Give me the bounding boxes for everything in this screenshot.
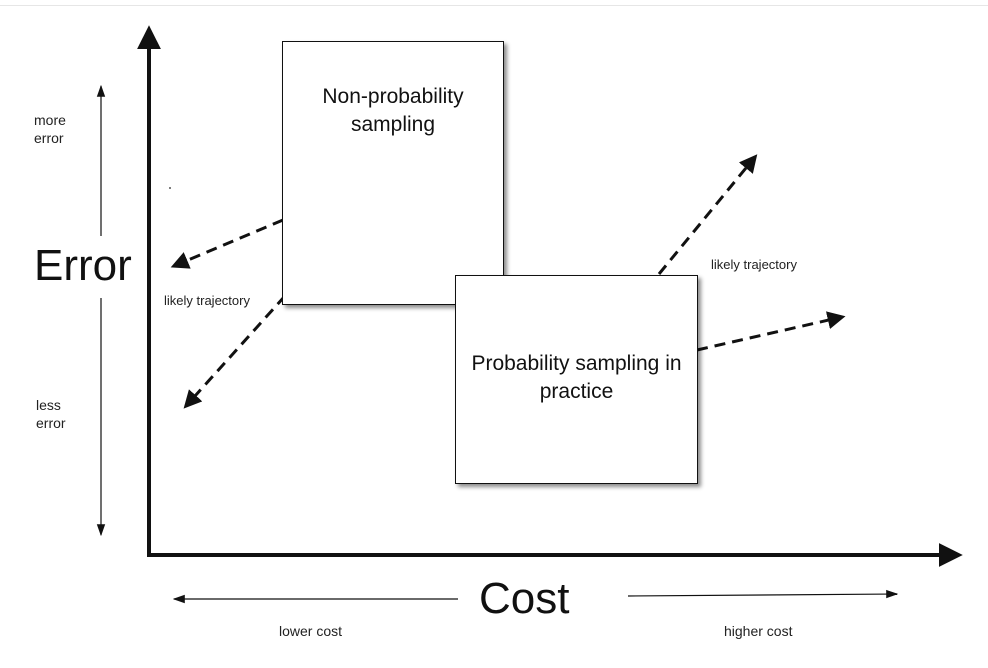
stray-dot bbox=[169, 187, 171, 189]
cost-axis-title: Cost bbox=[479, 574, 570, 623]
left-trajectory-label: likely trajectory bbox=[164, 293, 250, 308]
trajectory-arrow-up-right bbox=[657, 154, 758, 275]
non-probability-sampling-box: Non-probability sampling bbox=[282, 41, 504, 305]
less-error-label: less error bbox=[36, 397, 66, 431]
more-error-label: more error bbox=[34, 112, 66, 146]
probability-sampling-label: Probability sampling in practice bbox=[471, 351, 682, 403]
trajectory-arrow-down-left bbox=[183, 294, 287, 409]
lower-cost-label: lower cost bbox=[279, 623, 343, 639]
non-probability-sampling-label: Non-probability sampling bbox=[322, 85, 464, 136]
cost-scale-right-arrow bbox=[627, 589, 899, 599]
higher-cost-label: higher cost bbox=[724, 623, 793, 639]
trajectory-arrow-left bbox=[170, 218, 284, 269]
right-trajectory-label: likely trajectory bbox=[711, 257, 797, 272]
trajectory-arrow-right bbox=[696, 311, 846, 352]
probability-sampling-box: Probability sampling in practice bbox=[455, 275, 698, 484]
top-divider bbox=[0, 5, 988, 6]
error-axis-title: Error bbox=[34, 241, 132, 290]
